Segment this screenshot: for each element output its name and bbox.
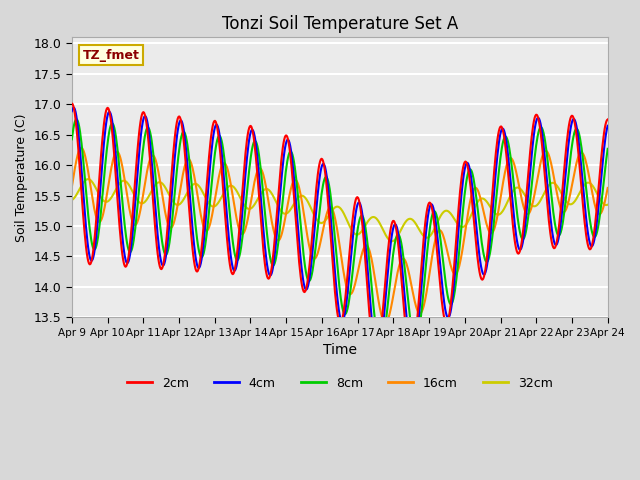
- Text: TZ_fmet: TZ_fmet: [83, 48, 140, 61]
- Legend: 2cm, 4cm, 8cm, 16cm, 32cm: 2cm, 4cm, 8cm, 16cm, 32cm: [122, 372, 557, 395]
- Title: Tonzi Soil Temperature Set A: Tonzi Soil Temperature Set A: [221, 15, 458, 33]
- X-axis label: Time: Time: [323, 343, 356, 357]
- Y-axis label: Soil Temperature (C): Soil Temperature (C): [15, 113, 28, 241]
